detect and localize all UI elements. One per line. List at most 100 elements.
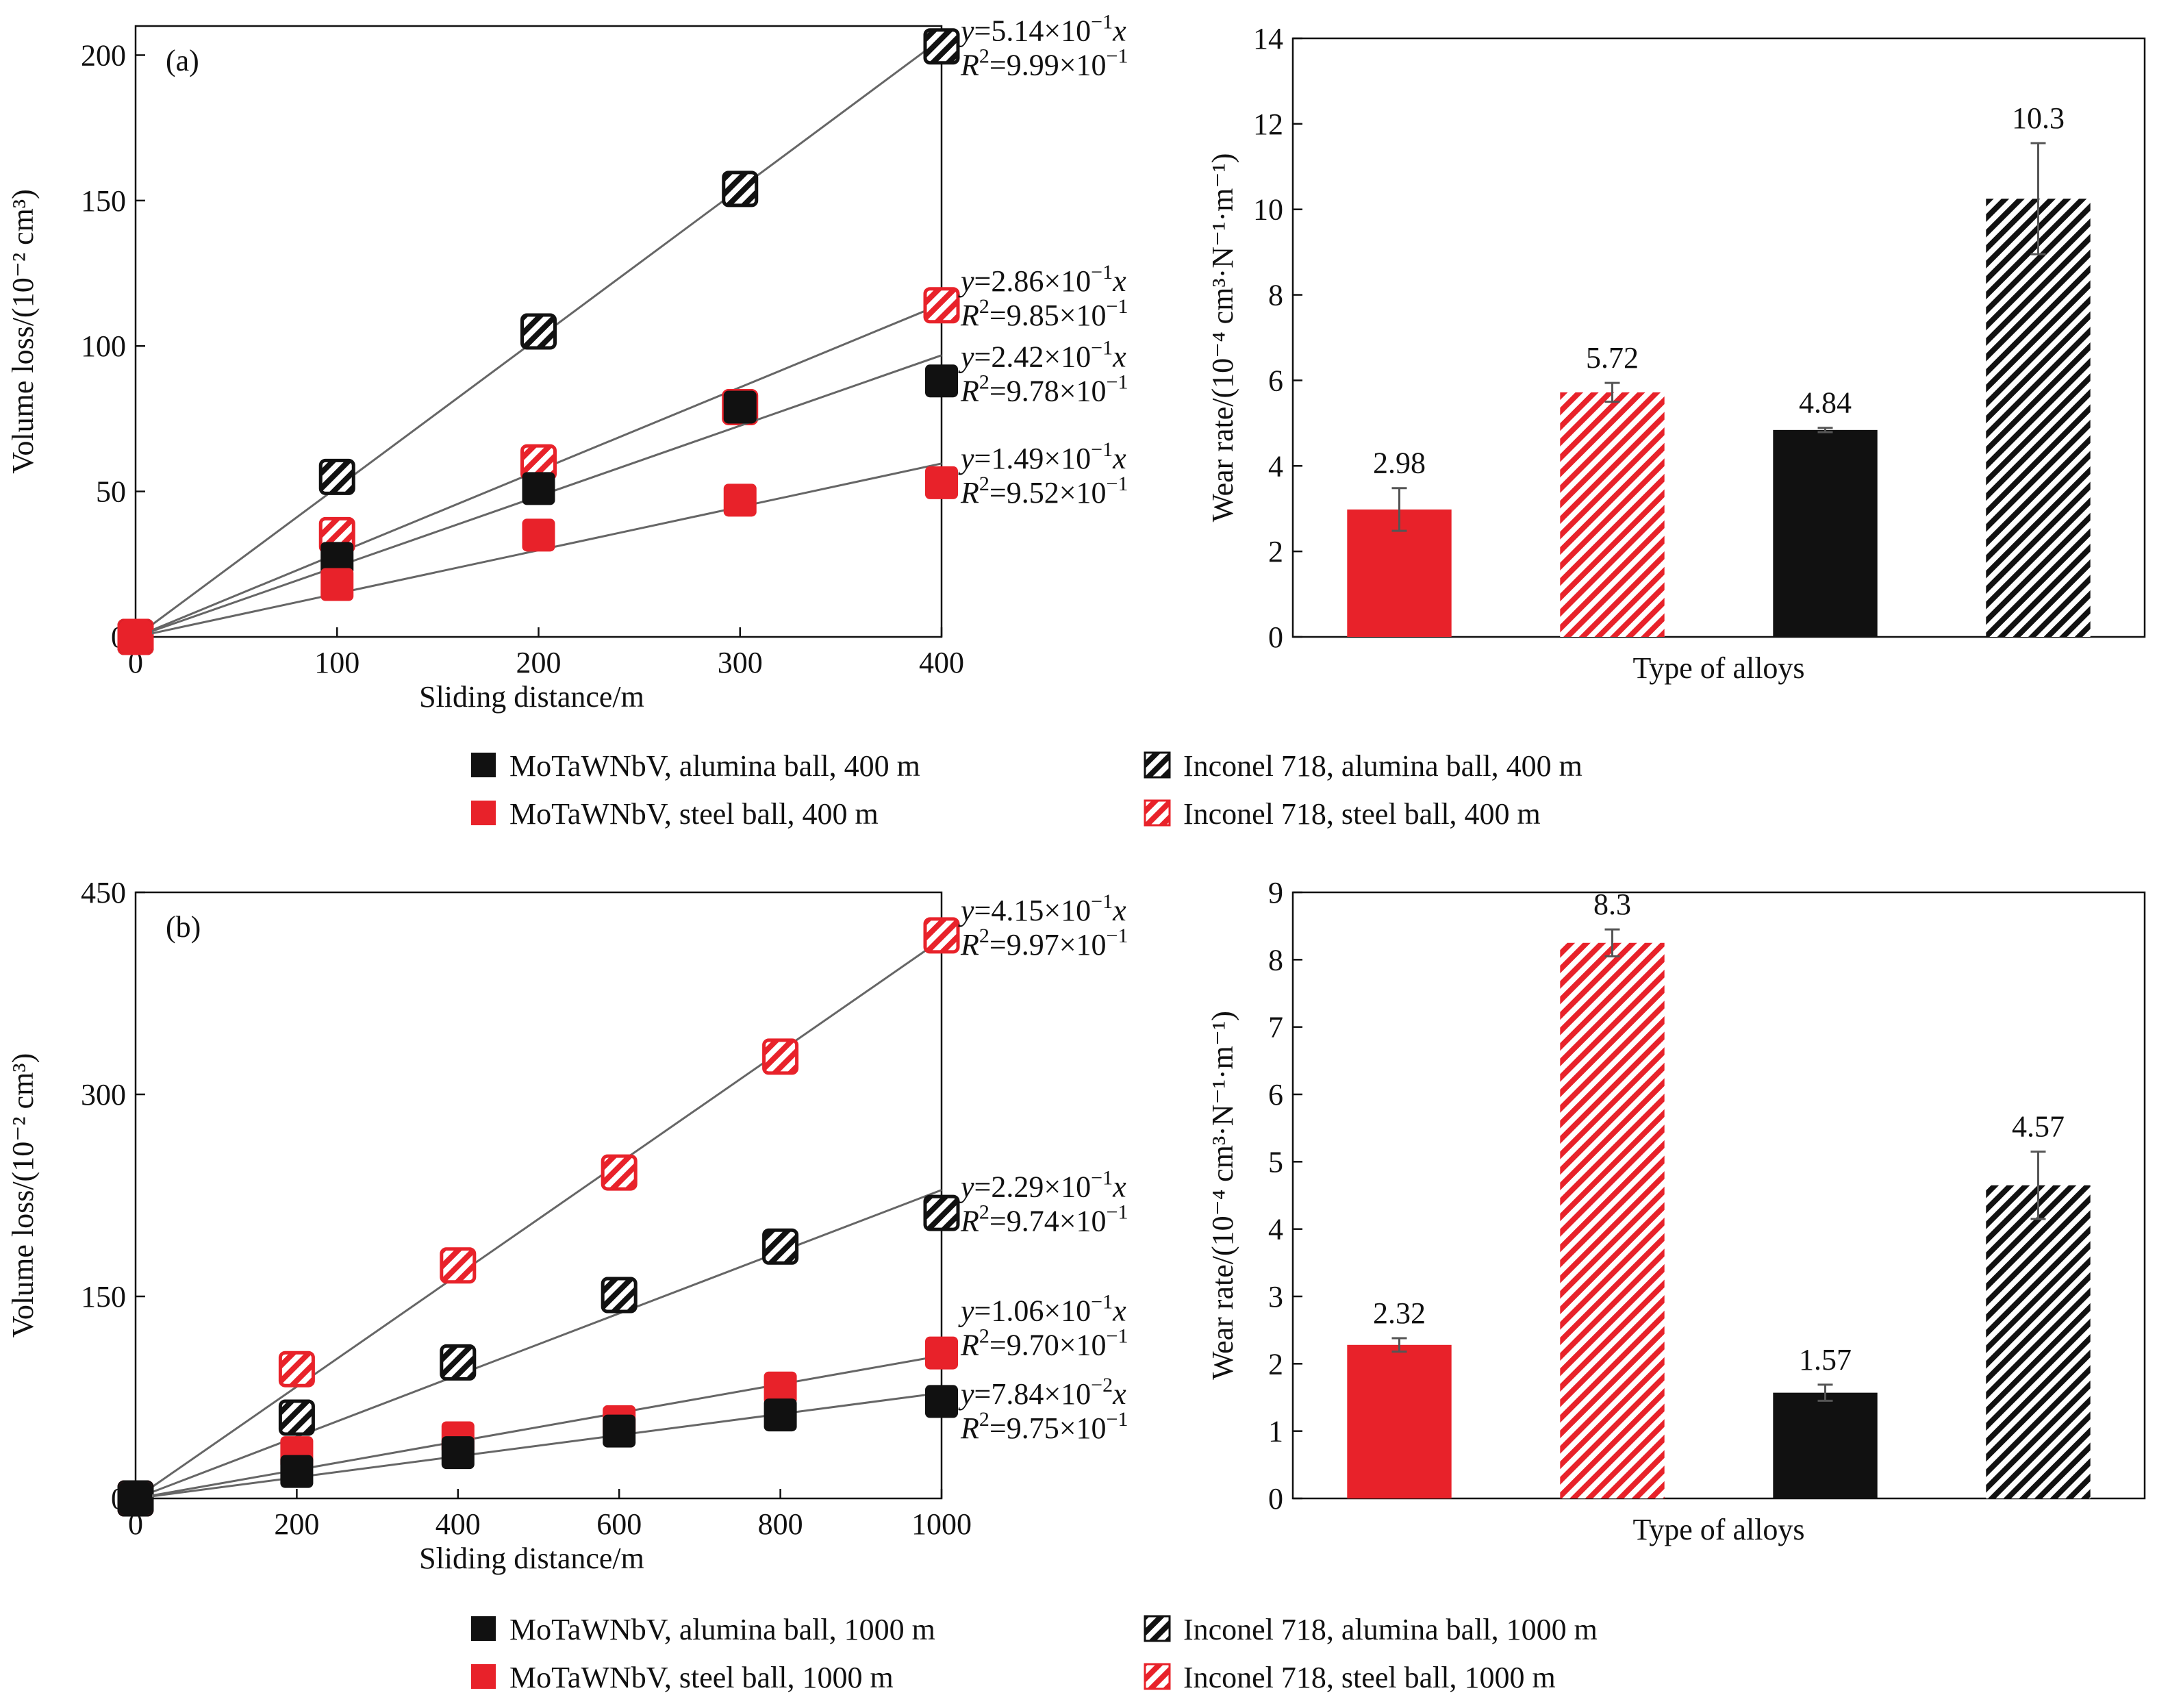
y-tick-label: 12 [1253, 108, 1283, 141]
fit-line [135, 938, 942, 1500]
data-point [280, 1455, 314, 1488]
y-tick-label: 3 [1268, 1280, 1283, 1314]
y-tick-label: 2 [1268, 535, 1283, 568]
bar-0: 2.98 [1347, 447, 1452, 637]
fit-equation: y=2.42×10−1x [958, 336, 1126, 373]
r2-exp2: −1 [1107, 45, 1128, 68]
r2-exp: 2 [979, 1201, 989, 1223]
fit-equation: y=4.15×10−1x [958, 890, 1126, 927]
data-point [440, 1344, 477, 1381]
x-tick-label: 100 [314, 646, 360, 679]
legend-label: Inconel 718, alumina ball, 1000 m [1183, 1613, 1598, 1646]
data-point [923, 1194, 960, 1231]
bar-rect [1773, 1392, 1878, 1498]
eq-body: =2.29×10 [974, 1170, 1092, 1203]
legend-swatch [471, 753, 496, 777]
x-tick-label: 600 [596, 1507, 642, 1541]
scatter-panel-0: 0100200300400050100150200Sliding distanc… [6, 11, 1128, 714]
bar-1: 8.3 [1560, 888, 1665, 1498]
data-point [440, 1247, 477, 1284]
r2-R: R [960, 928, 979, 962]
y-tick-label: 200 [81, 38, 126, 72]
r2-body: =9.70×10 [989, 1328, 1107, 1361]
r2-body: =9.97×10 [989, 928, 1107, 962]
data-label: 8.3 [1593, 888, 1631, 921]
eq-x: x [1112, 1170, 1126, 1203]
r2-R: R [960, 476, 979, 510]
data-point [923, 917, 960, 954]
x-tick-label: 1000 [911, 1507, 972, 1541]
data-point [318, 458, 355, 495]
r2-exp: 2 [979, 45, 989, 68]
y-tick-label: 6 [1268, 364, 1283, 397]
eq-x: x [1112, 14, 1126, 48]
bar-2: 4.84 [1773, 386, 1878, 637]
data-label: 5.72 [1586, 341, 1639, 375]
legend-label: Inconel 718, steel ball, 1000 m [1183, 1661, 1556, 1694]
fit-r2: R2=9.75×10−1 [960, 1408, 1128, 1445]
bar-rect [1986, 199, 2091, 637]
legend-0: MoTaWNbV, alumina ball, 400 m Inconel 718… [471, 749, 1582, 831]
legend-swatch [1144, 751, 1171, 779]
x-tick-label: 200 [274, 1507, 319, 1541]
y-tick-label: 14 [1253, 22, 1283, 55]
x-tick-label: 300 [718, 646, 763, 679]
x-tick-label: 800 [758, 1507, 803, 1541]
eq-exponent: −1 [1091, 438, 1113, 461]
data-point [441, 1436, 475, 1470]
x-axis-label: Sliding distance/m [419, 680, 644, 714]
eq-exponent: −1 [1091, 1166, 1113, 1189]
eq-y: y [958, 14, 974, 48]
y-tick-label: 2 [1268, 1347, 1283, 1381]
eq-x: x [1112, 894, 1126, 927]
r2-R: R [960, 299, 979, 332]
panel-label: (b) [166, 910, 201, 944]
r2-body: =9.52×10 [989, 476, 1107, 510]
eq-body: =5.14×10 [974, 14, 1092, 48]
bar-1: 5.72 [1560, 341, 1665, 637]
x-tick-label: 400 [436, 1507, 481, 1541]
eq-body: =2.42×10 [974, 340, 1092, 373]
data-point [764, 1371, 797, 1405]
eq-exponent: −2 [1091, 1374, 1113, 1396]
r2-R: R [960, 1328, 979, 1361]
eq-exponent: −1 [1091, 890, 1113, 913]
data-point [520, 313, 557, 350]
bar-0: 2.32 [1347, 1296, 1452, 1498]
y-tick-label: 450 [81, 876, 126, 909]
legend-item: Inconel 718, alumina ball, 400 m [1144, 749, 1582, 783]
data-point [925, 1385, 958, 1418]
eq-exponent: −1 [1091, 261, 1113, 284]
r2-exp2: −1 [1107, 925, 1128, 947]
r2-exp2: −1 [1107, 295, 1128, 318]
data-point [278, 1351, 315, 1387]
data-point [522, 518, 555, 552]
eq-y: y [958, 1294, 974, 1327]
eq-y: y [958, 1170, 974, 1203]
r2-exp2: −1 [1107, 1324, 1128, 1347]
legend-label: MoTaWNbV, steel ball, 400 m [509, 797, 879, 831]
y-tick-label: 0 [1268, 620, 1283, 654]
legend-item: MoTaWNbV, steel ball, 1000 m [471, 1661, 894, 1694]
y-tick-label: 4 [1268, 1213, 1283, 1246]
r2-exp: 2 [979, 371, 989, 393]
data-label: 4.57 [2012, 1110, 2065, 1144]
bar-panel-3: 0 1 2 3 4 5 6 7 8 9 Type of alloys Wear rate/(10⁻⁴ … [1206, 876, 2146, 1546]
data-point [278, 1399, 315, 1436]
eq-body: =1.49×10 [974, 442, 1092, 475]
data-point [925, 466, 958, 499]
r2-R: R [960, 1204, 979, 1238]
y-tick-label: 0 [1268, 1482, 1283, 1516]
eq-y: y [958, 1377, 974, 1411]
y-tick-label: 4 [1268, 449, 1283, 483]
fit-r2: R2=9.97×10−1 [960, 925, 1128, 962]
legend-item: Inconel 718, steel ball, 400 m [1144, 797, 1541, 831]
data-point [522, 472, 555, 505]
y-tick-label: 10 [1253, 193, 1283, 227]
data-point [320, 542, 354, 575]
